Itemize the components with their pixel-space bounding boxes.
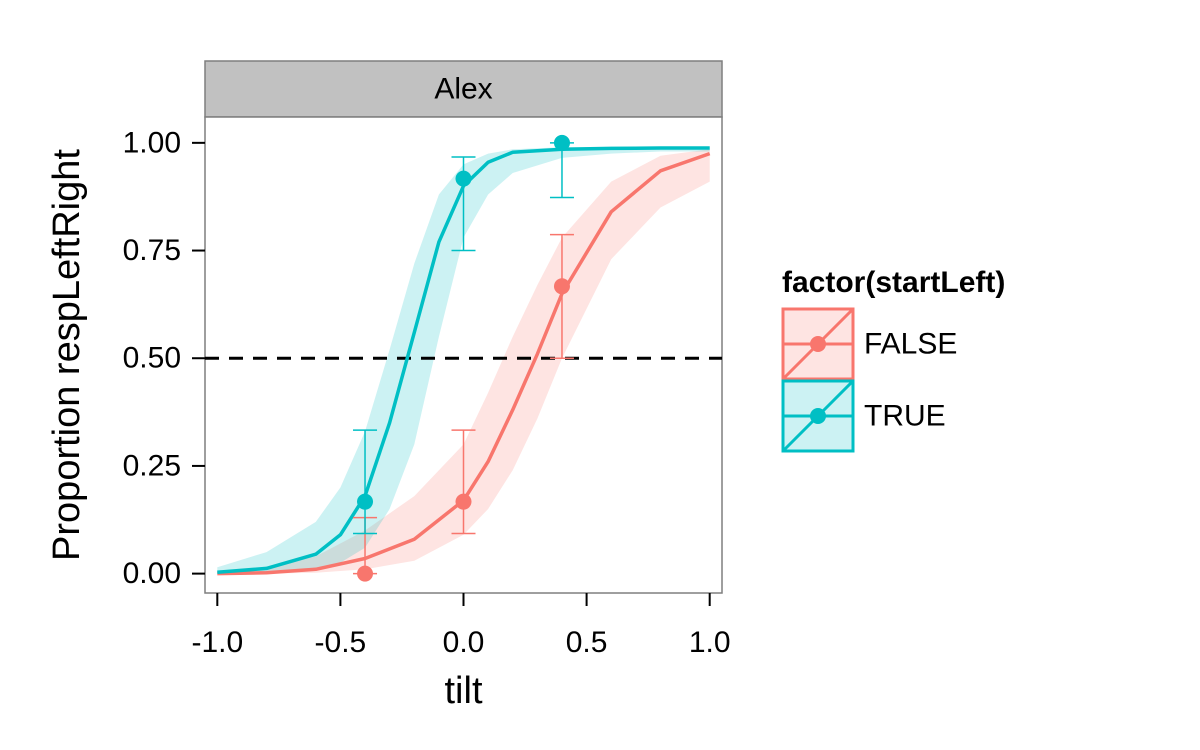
facet-strip	[204, 60, 723, 118]
curve-false	[217, 151, 711, 576]
x-tick-label: -0.5	[315, 626, 367, 659]
x-tick-label: 0.5	[566, 626, 608, 659]
point-false-1	[455, 493, 472, 510]
y-tick-label: 0.25	[123, 449, 181, 482]
y-tick-label: 1.00	[123, 126, 181, 159]
x-axis: -1.0 -0.5 0.0 0.5 1.0	[191, 593, 731, 659]
legend-key-false	[781, 307, 855, 381]
legend-key-true	[781, 379, 855, 453]
point-false-2	[553, 278, 570, 295]
legend-point	[810, 408, 826, 424]
legend-point	[810, 336, 826, 352]
legend-title: factor(startLeft)	[782, 266, 1005, 299]
legend: factor(startLeft) FALSE TRUE	[781, 266, 1005, 453]
x-tick-label: 0.0	[443, 626, 485, 659]
y-tick-label: 0.50	[123, 342, 181, 375]
curve-true	[217, 146, 710, 575]
y-axis-title: Proportion respLeftRight	[46, 149, 88, 561]
fitted-curves	[217, 146, 711, 576]
y-axis: 0.00 0.25 0.50 0.75 1.00	[123, 126, 205, 590]
facet-strip-label: Alex	[434, 73, 492, 106]
x-tick-label: -1.0	[191, 626, 243, 659]
x-tick-label: 1.0	[689, 626, 731, 659]
point-true-1	[455, 170, 472, 187]
legend-label-true: TRUE	[864, 400, 946, 433]
error-bar-false-1	[451, 429, 476, 535]
point-true-0	[357, 493, 374, 510]
data-points	[357, 134, 570, 582]
y-tick-label: 0.75	[123, 234, 181, 267]
x-axis-title: tilt	[445, 670, 483, 712]
point-false-0	[357, 565, 374, 582]
error-bar-true-0	[353, 429, 378, 535]
y-tick-label: 0.00	[123, 557, 181, 590]
point-true-2	[553, 134, 570, 151]
legend-label-false: FALSE	[864, 328, 957, 361]
error-bar-false-2	[549, 233, 574, 359]
